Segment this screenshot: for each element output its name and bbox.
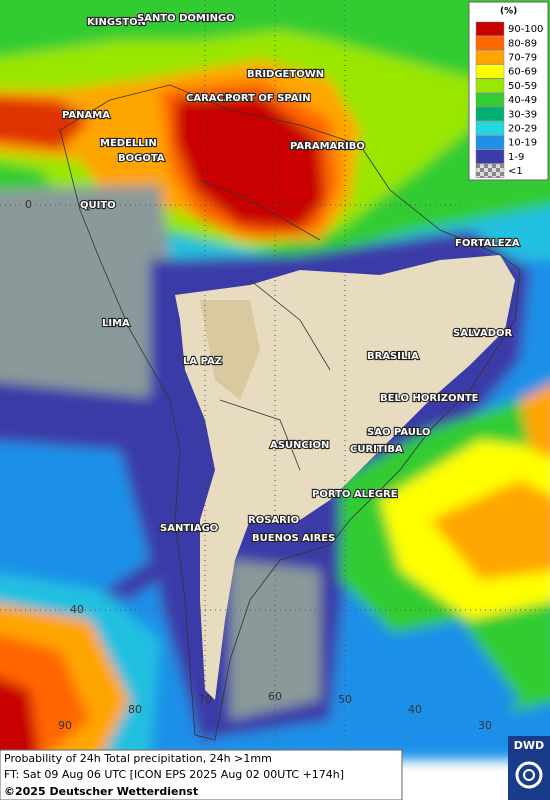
legend-title: (%) <box>500 7 517 17</box>
legend-swatch <box>475 121 505 136</box>
legend-label: 10-19 <box>508 138 537 149</box>
city-label: PORT OF SPAIN <box>225 93 311 104</box>
logo-box <box>508 736 550 800</box>
city-label: BUENOS AIRES <box>252 533 335 544</box>
footer-copyright: ©2025 Deutscher Wetterdienst <box>4 785 198 798</box>
footer-box <box>0 749 403 800</box>
logo-icon <box>515 761 543 789</box>
dry-land <box>175 255 515 700</box>
coastlines <box>59 84 521 741</box>
city-label: LIMA <box>102 318 130 329</box>
legend-swatch <box>475 50 505 65</box>
lon-label: 60 <box>268 690 282 703</box>
city-label: SANTO DOMINGO <box>137 13 235 24</box>
city-label: ASUNCION <box>270 440 329 451</box>
legend-swatch <box>475 64 505 79</box>
legend-swatch <box>475 163 505 178</box>
city-label: BELO HORIZONTE <box>380 393 479 404</box>
legend-swatch <box>475 92 505 107</box>
legend-swatch <box>475 35 505 51</box>
city-label: FORTALEZA <box>455 238 520 249</box>
city-label: BOGOTA <box>118 153 165 164</box>
city-label: BRIDGETOWN <box>247 69 324 80</box>
city-label: SAO PAULO <box>367 427 430 438</box>
legend-swatch <box>475 106 505 122</box>
city-label: CARACAS <box>186 93 239 104</box>
cities: KINGSTON SANTO DOMINGO BRIDGETOWN CARACA… <box>61 12 521 545</box>
city-label: BRASILIA <box>367 351 419 362</box>
legend-label: 70-79 <box>508 53 537 64</box>
lat-label: 0 <box>25 198 32 211</box>
city-label: CURITIBA <box>350 444 403 455</box>
legend-label: 90-100 <box>508 24 543 35</box>
legend-swatch <box>475 21 505 36</box>
legend-label: 1-9 <box>508 152 524 163</box>
lon-label: 80 <box>128 703 142 716</box>
lon-label: 30 <box>478 719 492 732</box>
legend-label: <1 <box>508 166 523 177</box>
graticule <box>0 0 550 750</box>
lon-label: 90 <box>58 719 72 732</box>
city-label: SALVADOR <box>453 328 513 339</box>
city-label: SANTIAGO <box>160 523 218 534</box>
footer-line: FT: Sat 09 Aug 06 UTC [ICON EPS 2025 Aug… <box>4 768 344 781</box>
logo-text: DWD <box>514 739 544 752</box>
lon-label: 70 <box>198 693 212 706</box>
legend-swatch <box>475 149 505 164</box>
legend-swatch <box>475 78 505 93</box>
city-label: QUITO <box>80 200 116 211</box>
legend-swatch <box>475 135 505 150</box>
legend-label: 60-69 <box>508 67 537 78</box>
lon-label: 50 <box>338 693 352 706</box>
legend-label: 80-89 <box>508 38 537 49</box>
footer-line: Probability of 24h Total precipitation, … <box>4 752 272 765</box>
lat-label: 40 <box>70 603 84 616</box>
city-label: MEDELLIN <box>100 138 157 149</box>
dry-land-relief <box>200 300 260 400</box>
legend-label: 50-59 <box>508 81 537 92</box>
city-label: LA PAZ <box>183 356 222 367</box>
logo-icon <box>523 769 535 781</box>
city-label: PANAMA <box>62 110 110 121</box>
legend-label: 40-49 <box>508 95 537 106</box>
legend-label: 30-39 <box>508 109 537 120</box>
legend: (%) 90-100 80-89 70-79 60-69 50-59 40-49 30-39… <box>468 1 549 181</box>
city-label: KINGSTON <box>87 17 146 28</box>
legend-label: 20-29 <box>508 124 537 135</box>
city-label: ROSARIO <box>248 515 299 526</box>
lon-label: 40 <box>408 703 422 716</box>
city-label: PARAMARIBO <box>290 141 365 152</box>
city-label: PORTO ALEGRE <box>312 489 398 500</box>
